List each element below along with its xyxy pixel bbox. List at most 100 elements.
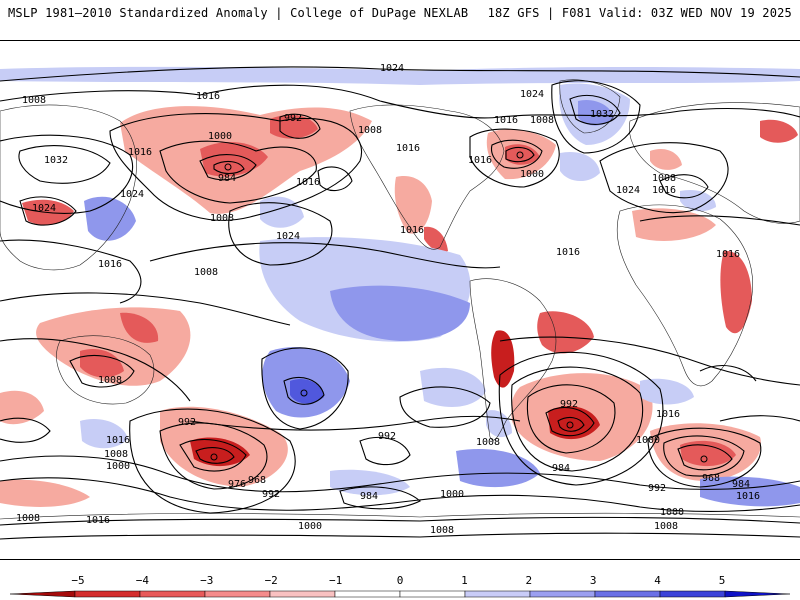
isobar-984-south-pacific bbox=[179, 439, 247, 472]
isobar-label: 1008 bbox=[98, 375, 122, 386]
isobar-1016-east-africa bbox=[699, 365, 757, 382]
isobar-label: 1016 bbox=[396, 143, 420, 154]
isobar-label: 1016 bbox=[296, 177, 320, 188]
colorbar-swatch bbox=[334, 590, 401, 598]
anomaly-north-pacific-core bbox=[200, 142, 268, 177]
isobar-label: 1016 bbox=[196, 91, 220, 102]
isobar-992-south-pacific-east bbox=[359, 437, 411, 466]
coast-antarctica bbox=[0, 512, 800, 520]
anomaly-southern-indian-core bbox=[680, 440, 736, 467]
isobar-label: 1024 bbox=[276, 231, 300, 242]
anomaly-sahara bbox=[632, 208, 716, 241]
isobar-1008-indian bbox=[0, 292, 291, 326]
isobar-976-south-atlantic bbox=[557, 416, 585, 432]
isobar-label: 1000 bbox=[636, 435, 660, 446]
anomaly-central-asia bbox=[84, 196, 136, 241]
isobar-984-indian-south bbox=[663, 435, 745, 477]
isobar-label: 1008 bbox=[430, 525, 454, 536]
colorbar-tick-label: −1 bbox=[329, 574, 342, 587]
isobar-label: 1024 bbox=[120, 189, 144, 200]
isobar-label: 1016 bbox=[468, 155, 492, 166]
isobar-1024-tibet bbox=[19, 196, 77, 226]
isobar-label: 992 bbox=[560, 399, 578, 410]
isobar-label: 1000 bbox=[298, 521, 322, 532]
isobar-label: 992 bbox=[262, 489, 280, 500]
colorbar-tick-label: 0 bbox=[397, 574, 404, 587]
anomaly-baja bbox=[424, 226, 448, 253]
coast-asia-west bbox=[0, 104, 137, 271]
isobar-1000-atlantic bbox=[505, 146, 535, 163]
colorbar-tick-label: 5 bbox=[719, 574, 726, 587]
anomaly-equatorial-pacific-core bbox=[330, 285, 470, 341]
colorbar-tick-label: 3 bbox=[590, 574, 597, 587]
isobar-label: 1008 bbox=[530, 115, 554, 126]
colorbar-tick-label: 1 bbox=[461, 574, 468, 587]
anomaly-north-africa bbox=[680, 189, 716, 212]
coast-south-america bbox=[469, 278, 557, 441]
isobar-984-south-atlantic bbox=[545, 407, 595, 437]
isobar-1024-arctic bbox=[0, 66, 800, 82]
isobar-label: 1008 bbox=[104, 449, 128, 460]
colorbar-tick-label: −3 bbox=[200, 574, 213, 587]
isobar-968-indian-south bbox=[677, 444, 733, 471]
isobar-label: 992 bbox=[178, 417, 196, 428]
isobar-label: 1032 bbox=[590, 109, 614, 120]
isobar-label: 1024 bbox=[616, 185, 640, 196]
isobar-1016-north bbox=[0, 84, 800, 119]
anomaly-southwest-pacific bbox=[0, 390, 44, 425]
anomaly-maritime-core bbox=[120, 312, 159, 343]
isobar-1016-south-pacific-high bbox=[261, 347, 349, 430]
anomaly-new-zealand bbox=[80, 419, 128, 449]
isobar-1008-north-pacific bbox=[109, 113, 363, 221]
colorbar-tick-label: 4 bbox=[654, 574, 661, 587]
anomaly-east-asia bbox=[650, 148, 682, 170]
colorbar-swatch bbox=[724, 590, 791, 598]
isobar-984-north-pacific bbox=[213, 160, 245, 175]
isobar-label: 1016 bbox=[106, 435, 130, 446]
isobar-1024-greenland bbox=[551, 80, 641, 154]
anomaly-south-pacific-core bbox=[190, 437, 250, 467]
isobar-label: 992 bbox=[378, 431, 396, 442]
anomaly-east-atlantic bbox=[560, 151, 600, 182]
anomaly-southern-ocean-west bbox=[0, 479, 90, 507]
isobar-label: 1000 bbox=[520, 169, 544, 180]
low-center-south-atlantic bbox=[566, 421, 574, 429]
isobar-labels: 1024 1008 1016 992 1000 1032 1024 984 10… bbox=[16, 63, 760, 536]
map-panel[interactable]: 1024 1008 1016 992 1000 1032 1024 984 10… bbox=[0, 40, 800, 560]
isobar-1024-siberia bbox=[0, 134, 134, 214]
isobar-label: 1016 bbox=[556, 247, 580, 258]
isobar-label: 1008 bbox=[358, 125, 382, 136]
isobar-label: 1000 bbox=[440, 489, 464, 500]
anomaly-brazil bbox=[537, 311, 594, 354]
isobar-label: 976 bbox=[228, 479, 246, 490]
isobar-1000-north-pacific bbox=[159, 140, 317, 204]
pressure-centers bbox=[210, 151, 708, 463]
isobar-1016-south-pacific-belt bbox=[189, 415, 521, 431]
colorbar-tick-label: −2 bbox=[265, 574, 278, 587]
isobar-1000-south-pacific bbox=[129, 408, 296, 514]
colorbar-swatch bbox=[399, 590, 466, 598]
isobar-label: 1008 bbox=[210, 213, 234, 224]
isobar-label: 1008 bbox=[652, 173, 676, 184]
isobar-1000-antarctic bbox=[0, 516, 800, 526]
isobar-1016-hawaii bbox=[317, 166, 353, 192]
isobar-label: 1008 bbox=[16, 513, 40, 524]
anomaly-antarctic-east bbox=[700, 476, 800, 507]
isobar-992-south-pacific bbox=[159, 422, 268, 490]
isobar-1008-eurasia bbox=[659, 174, 709, 199]
isobar-1016-atlantic bbox=[469, 128, 560, 188]
isobar-label: 1024 bbox=[520, 89, 544, 100]
colorbar-swatches bbox=[9, 590, 791, 598]
coast-africa bbox=[616, 204, 753, 387]
anomaly-greenland-core bbox=[578, 99, 614, 126]
isobar-label: 1016 bbox=[494, 115, 518, 126]
isobar-label: 1008 bbox=[476, 437, 500, 448]
isobar-label: 984 bbox=[218, 173, 236, 184]
isobar-label: 984 bbox=[552, 463, 570, 474]
isobar-label: 1032 bbox=[44, 155, 68, 166]
colorbar-swatch bbox=[269, 590, 336, 598]
anomaly-east-africa bbox=[720, 250, 752, 334]
isobar-1016-west-pacific bbox=[0, 417, 51, 443]
high-center-south-pacific bbox=[300, 389, 308, 397]
isobar-992-north-pacific bbox=[199, 154, 257, 181]
